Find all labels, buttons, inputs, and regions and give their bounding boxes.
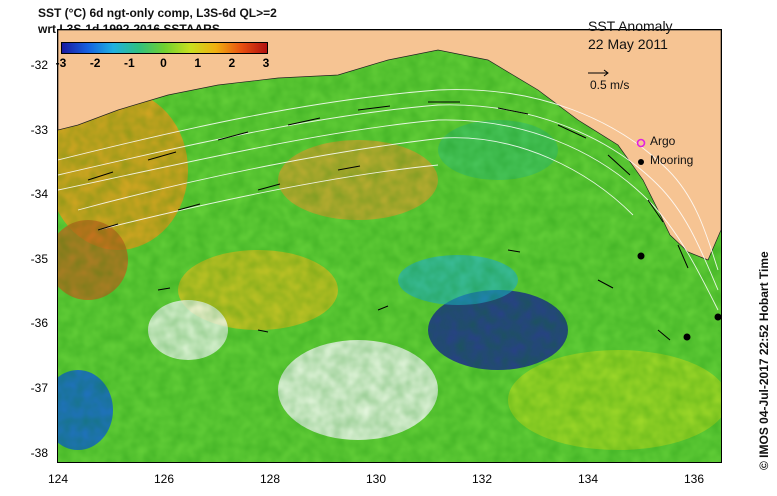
- longitude-tick: 134: [577, 472, 599, 486]
- colorbar-tick: -3: [55, 56, 67, 70]
- colorbar-tick: 2: [228, 56, 236, 70]
- chart-header-line1: SST (°C) 6d ngt-only comp, L3S-6d QL>=2: [38, 6, 277, 20]
- longitude-tick: 136: [683, 472, 705, 486]
- colorbar-tick: 0: [160, 56, 167, 70]
- colorbar: [61, 42, 268, 54]
- map-svg: [58, 30, 721, 462]
- latitude-tick: -32: [30, 58, 48, 72]
- mooring-markers: [637, 252, 721, 341]
- map-date: 22 May 2011: [588, 36, 668, 52]
- velocity-arrows: [87, 101, 689, 341]
- mooring-label: Mooring: [650, 153, 694, 167]
- argo-legend-marker: [636, 138, 646, 148]
- map-title: SST Anomaly: [588, 18, 673, 34]
- colorbar-tick: 1: [194, 56, 201, 70]
- map-panel[interactable]: [57, 29, 722, 463]
- latitude-tick: -36: [30, 316, 48, 331]
- latitude-tick: -33: [30, 122, 48, 137]
- argo-label: Argo: [650, 134, 676, 148]
- longitude-tick: 128: [259, 472, 281, 486]
- mooring-legend-marker: [638, 159, 644, 165]
- longitude-tick: 130: [365, 472, 387, 486]
- longitude-tick: 124: [47, 472, 69, 486]
- latitude-tick: -35: [30, 251, 48, 266]
- land-mass: [58, 30, 721, 261]
- scale-label: 0.5 m/s: [590, 78, 630, 92]
- longitude-tick: 126: [153, 472, 175, 486]
- colorbar-tick: -1: [123, 56, 135, 70]
- latitude-tick: -38: [30, 445, 48, 460]
- colorbar-tick: -2: [89, 56, 101, 70]
- latitude-tick: -37: [30, 381, 48, 395]
- scale-arrow: [588, 69, 609, 77]
- colorbar-tick: 3: [262, 56, 270, 70]
- longitude-tick: 132: [471, 472, 493, 486]
- credit-label: © IMOS 04-Jul-2017 22:52 Hobart Time: [757, 251, 771, 470]
- latitude-tick: -34: [30, 187, 48, 202]
